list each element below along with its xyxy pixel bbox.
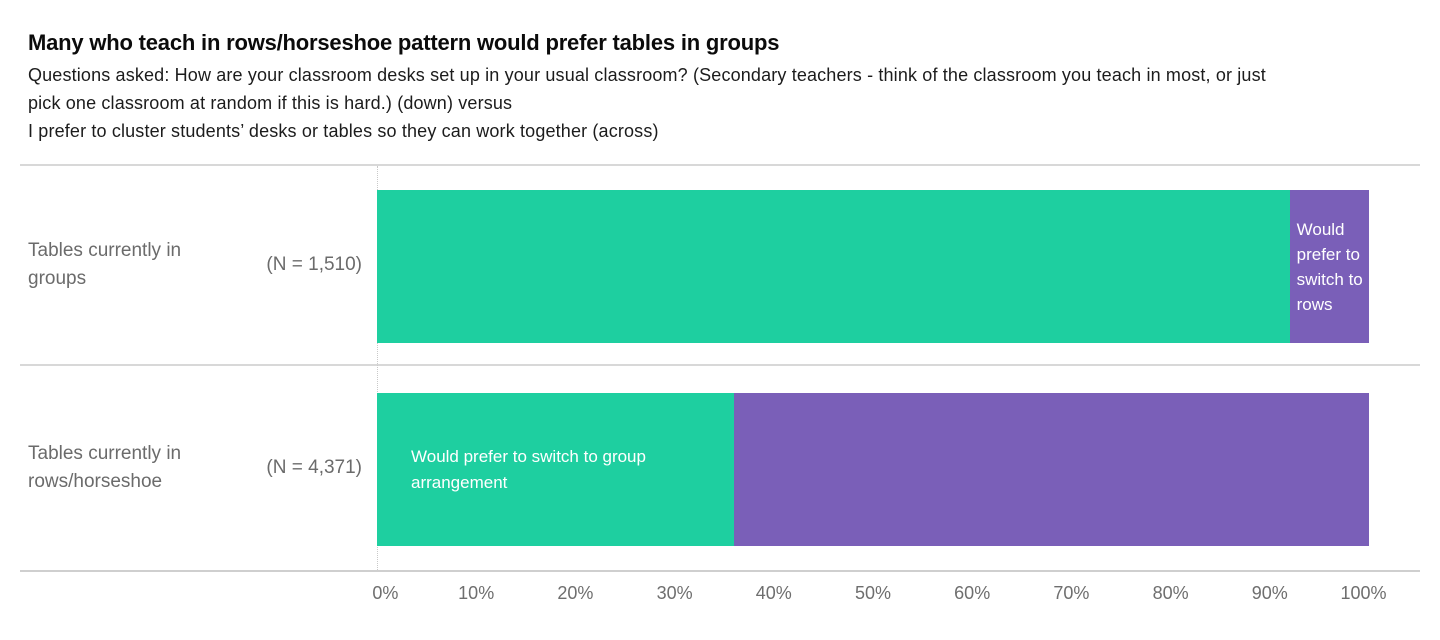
segment-prefer-switch-to-group: Would prefer to switch to group arrangem… bbox=[377, 393, 735, 546]
chart-subtitle: Questions asked: How are your classroom … bbox=[28, 61, 1266, 145]
bar-row-tables-in-rows-horseshoe: Would prefer to switch to group arrangem… bbox=[377, 393, 1369, 546]
segment-label: Would prefer to switch to group arrangem… bbox=[411, 446, 646, 492]
category-label: Tables currently in rows/horseshoe bbox=[28, 443, 182, 492]
row-label-tables-in-rows-horseshoe: Tables currently in rows/horseshoe (N = … bbox=[28, 366, 362, 570]
axis-tick-label: 0% bbox=[372, 583, 399, 603]
axis-baseline bbox=[20, 570, 1420, 572]
x-axis: 0% 10% 20% 30% 40% 50% 60% 70% 80% 90% 100% bbox=[372, 583, 1386, 609]
chart-title: Many who teach in rows/horseshoe pattern… bbox=[28, 30, 780, 55]
axis-tick-label: 10% bbox=[458, 583, 495, 603]
divider-top bbox=[20, 164, 1420, 166]
segment-label: Would prefer to switch to rows bbox=[1296, 219, 1363, 314]
subtitle-line-3: I prefer to cluster students’ desks or t… bbox=[28, 121, 659, 141]
zero-percent-gridline bbox=[377, 166, 378, 570]
axis-tick-label: 90% bbox=[1251, 583, 1288, 603]
sample-size-label: (N = 1,510) bbox=[266, 254, 362, 275]
subtitle-line-2: pick one classroom at random if this is … bbox=[28, 93, 513, 113]
axis-tick-label: 50% bbox=[854, 583, 892, 603]
segment-prefer-switch-to-rows: Would prefer to switch to rows bbox=[1289, 190, 1369, 343]
segment-prefer-keep-rows bbox=[734, 393, 1369, 546]
axis-tick-label: 100% bbox=[1340, 583, 1387, 603]
axis-tick-label: 30% bbox=[656, 583, 693, 603]
axis-tick-label: 40% bbox=[755, 583, 792, 603]
category-label: Tables currently in groups bbox=[28, 240, 182, 289]
axis-tick-label: 70% bbox=[1053, 583, 1090, 603]
axis-tick-label: 80% bbox=[1152, 583, 1189, 603]
segment-prefer-group-arrangement bbox=[377, 190, 1290, 343]
axis-tick-label: 20% bbox=[557, 583, 594, 603]
axis-tick-label: 60% bbox=[954, 583, 991, 603]
subtitle-line-1: Questions asked: How are your classroom … bbox=[28, 65, 1266, 85]
row-label-tables-in-groups: Tables currently in groups (N = 1,510) bbox=[28, 166, 362, 364]
sample-size-label: (N = 4,371) bbox=[266, 457, 362, 478]
divider-middle bbox=[20, 364, 1420, 366]
bar-row-tables-in-groups: Would prefer to switch to rows bbox=[377, 190, 1369, 343]
